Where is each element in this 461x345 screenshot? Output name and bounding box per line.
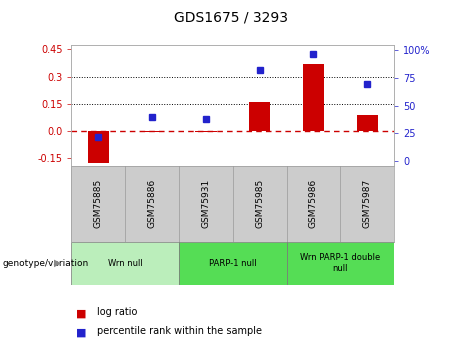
Text: GSM75987: GSM75987 xyxy=(363,179,372,228)
Bar xyxy=(142,131,163,132)
Text: GSM75885: GSM75885 xyxy=(94,179,103,228)
Text: GSM75886: GSM75886 xyxy=(148,179,157,228)
Text: ▶: ▶ xyxy=(54,258,62,268)
Bar xyxy=(249,102,271,131)
Text: Wrn null: Wrn null xyxy=(108,258,142,268)
Bar xyxy=(179,241,287,285)
Text: GDS1675 / 3293: GDS1675 / 3293 xyxy=(173,10,288,24)
Bar xyxy=(356,115,378,131)
Text: percentile rank within the sample: percentile rank within the sample xyxy=(97,326,262,336)
Text: genotype/variation: genotype/variation xyxy=(2,258,89,268)
Text: Wrn PARP-1 double
null: Wrn PARP-1 double null xyxy=(300,253,380,273)
Bar xyxy=(71,241,179,285)
Text: GSM75931: GSM75931 xyxy=(201,179,210,228)
Text: log ratio: log ratio xyxy=(97,307,137,317)
Text: GSM75985: GSM75985 xyxy=(255,179,264,228)
Bar xyxy=(287,241,394,285)
Text: GSM75986: GSM75986 xyxy=(309,179,318,228)
Text: ■: ■ xyxy=(76,309,87,319)
Text: ■: ■ xyxy=(76,328,87,338)
Bar xyxy=(195,131,217,132)
Bar xyxy=(88,131,109,163)
Bar xyxy=(303,64,324,131)
Text: PARP-1 null: PARP-1 null xyxy=(209,258,257,268)
